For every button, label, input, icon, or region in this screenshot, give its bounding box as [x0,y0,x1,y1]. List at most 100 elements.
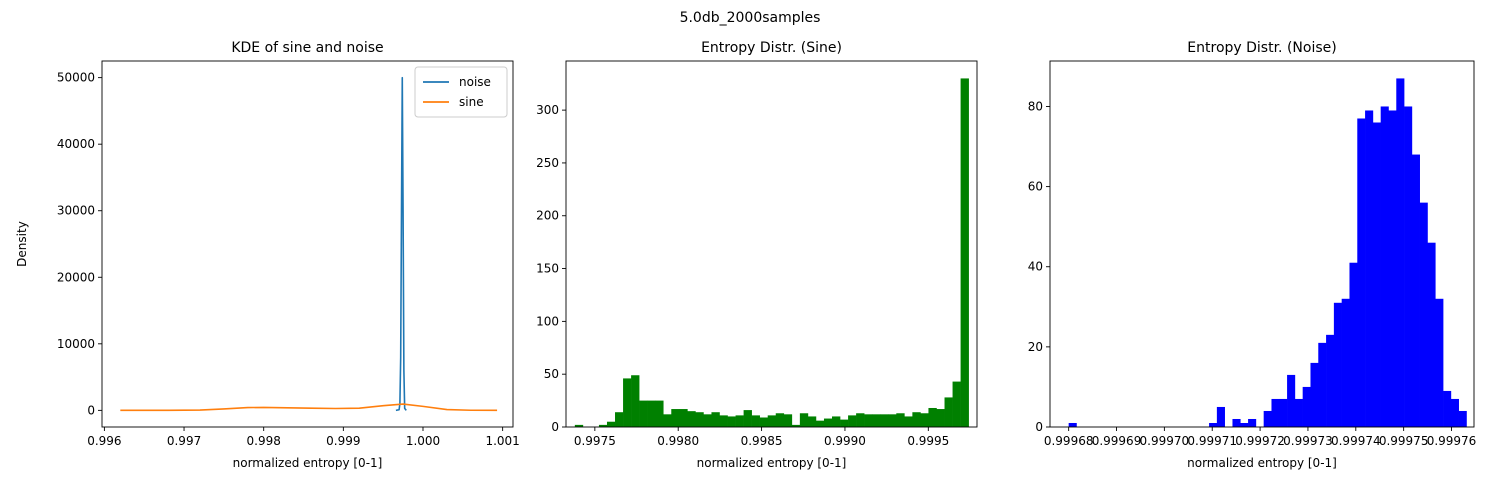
histogram-bar [727,416,736,427]
histogram-bar [1271,398,1280,427]
histogram-bar [671,409,680,427]
histogram-bar [1388,110,1397,428]
histogram-bar [631,375,640,427]
x-tick-label: 0.9995 [907,434,949,448]
histogram-bar [1450,398,1459,427]
histogram-bar [856,413,865,427]
histogram-bar [904,416,913,427]
sine-histogram: 0.9975 0.9980 0.9985 0.9990 0.9995 0 50 100 150 2… [536,40,978,470]
histogram-bar [823,418,833,427]
histogram-bar [759,417,769,427]
histogram-bar [1287,374,1296,427]
histogram-bar [711,412,720,427]
histogram-bar [848,415,857,427]
histogram-bar [695,412,704,427]
histogram-bar [791,424,801,427]
x-tick-label: 0.999 [326,434,360,448]
histogram-bar [1248,418,1257,427]
histogram-bar [743,410,752,427]
figure-title: 5.0db_2000samples [680,10,821,26]
y-axis-label: Density [15,221,29,267]
histogram-bar [1294,398,1303,427]
histogram-bar [655,400,664,427]
x-tick-label: 0.9990 [824,434,866,448]
y-tick-label: 40000 [57,137,95,151]
histogram-bar [944,397,953,427]
y-tick-label: 20000 [57,270,95,284]
histogram-bar [775,413,785,427]
y-tick-label: 80 [1028,99,1043,113]
legend: noise sine [414,66,508,118]
histogram-bar [783,414,793,427]
x-tick-label: 0.99969 [1092,434,1142,448]
histogram-bar [928,407,937,427]
histogram-bar [840,419,849,427]
noise-histogram: 0.999680.999690.999700.999710.999720.999… [1028,40,1477,470]
x-tick-label: 0.996 [87,434,121,448]
histogram-bar [896,413,905,427]
histogram-bar [719,415,728,427]
histogram-bar [1333,302,1342,427]
histogram-bar [1302,386,1311,427]
x-tick-label: 0.9985 [741,434,783,448]
x-tick-label: 0.99968 [1044,434,1094,448]
histogram-bar [615,412,624,427]
kde-chart: 0.996 0.997 0.998 0.999 1.000 1.001 0 10000 2000… [15,40,520,470]
histogram-bar [952,381,961,427]
histogram-bar [1349,262,1358,427]
histogram-bar [920,413,929,427]
histogram-bar [687,411,696,427]
series-line-noise [395,76,407,412]
histogram-bar [1310,362,1319,427]
legend-box [414,66,508,118]
x-tick-label: 1.000 [406,434,440,448]
chart-title: Entropy Distr. (Noise) [1187,40,1336,56]
histogram-bar [936,409,945,427]
x-axis-label: normalized entropy [0-1] [1187,456,1337,470]
histogram-bar [872,414,881,427]
histogram-bar [1411,154,1420,428]
histogram-bar [1458,410,1467,427]
histogram-bar [888,414,897,427]
histogram-bar [1372,122,1381,427]
histogram-bar [639,400,648,427]
axes-frame [565,60,978,428]
y-tick-label: 300 [536,103,559,117]
y-tick-label: 60 [1028,180,1043,194]
histogram-bar [1263,410,1272,427]
histogram-bar [1216,406,1225,427]
histogram-bar [679,409,688,427]
histogram-bar [880,414,889,427]
histogram-bar [663,414,672,427]
histogram-bar [1380,106,1389,427]
histogram-bar [703,414,712,427]
y-tick-label: 20 [1028,340,1043,354]
histogram-bar [735,415,744,427]
y-tick-label: 10000 [57,337,95,351]
histogram-bar [767,415,777,427]
histogram-bar [647,400,656,427]
x-tick-label: 0.99975 [1379,434,1429,448]
histogram-bar [623,378,632,427]
histogram-bar [751,415,760,427]
axes-frame [1049,60,1475,428]
x-tick-label: 0.99972 [1235,434,1285,448]
y-tick-label: 0 [87,403,95,417]
series-line-sine [120,403,498,412]
histogram-bar [1240,422,1249,427]
histogram-bar [1357,118,1366,427]
histogram-bar [1396,78,1405,427]
histogram-bar [1435,298,1444,427]
histogram-bar [864,414,873,427]
histogram-bar [1341,298,1350,427]
y-tick-label: 250 [536,156,559,170]
histogram-bar [606,421,616,427]
x-tick-label: 0.9975 [574,434,616,448]
histogram-bar [1068,422,1077,427]
histogram-bar [912,412,921,427]
histogram-bar [832,416,841,427]
chart-title: KDE of sine and noise [231,40,383,56]
histogram-bar [815,420,825,427]
x-tick-label: 0.99974 [1331,434,1381,448]
